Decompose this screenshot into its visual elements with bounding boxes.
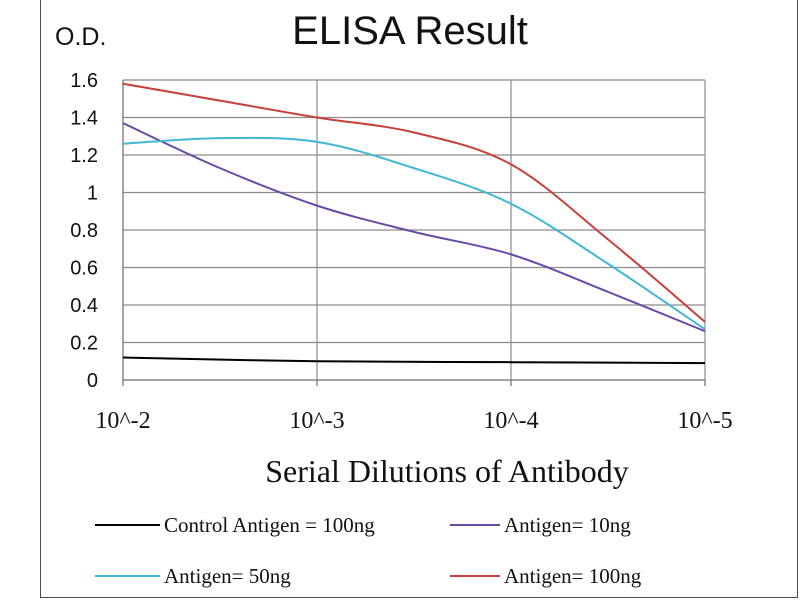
y-tick-label: 0.8 [70,220,98,242]
series-layer [122,82,706,365]
legend-label: Antigen= 100ng [504,564,642,588]
y-tick-label: 1.6 [70,70,98,92]
series-line [122,82,706,323]
series-line [122,122,706,333]
x-tick-labels: 10^-2 10^-3 10^-4 10^-5 [95,408,732,434]
legend-label: Antigen= 50ng [164,564,291,588]
legend: Control Antigen = 100ng Antigen= 10ng Anti… [95,513,642,588]
y-tick-label: 1.4 [70,108,98,130]
y-tick-labels: 0 0.2 0.4 0.6 0.8 1 1.2 1.4 1.6 [70,70,98,392]
chart-frame [40,0,798,598]
x-tick-label: 10^-3 [289,408,344,434]
y-tick-label: 0.6 [70,258,98,280]
x-axis-label: Serial Dilutions of Antibody [265,453,629,489]
y-tick-label: 1 [87,183,98,205]
y-tick-label: 1.2 [70,145,98,167]
legend-label: Control Antigen = 100ng [164,513,375,537]
y-axis-label: O.D. [55,23,106,51]
x-tick-label: 10^-2 [95,408,150,434]
series-line [122,356,706,365]
grid-layer [122,79,706,386]
y-tick-label: 0.2 [70,333,98,355]
x-tick-label: 10^-5 [677,408,732,434]
x-tick-label: 10^-4 [483,408,538,434]
series-line [122,136,706,331]
chart-title: ELISA Result [292,9,528,53]
y-tick-label: 0.4 [70,295,98,317]
legend-label: Antigen= 10ng [504,513,631,537]
y-tick-label: 0 [87,370,98,392]
